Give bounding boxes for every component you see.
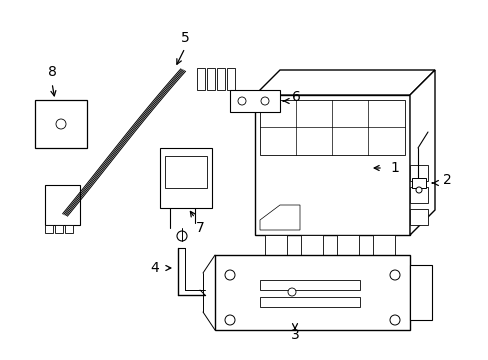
Text: 4: 4 — [150, 261, 159, 275]
Circle shape — [389, 270, 399, 280]
Bar — [35, 100, 87, 148]
Bar — [229, 90, 280, 112]
Circle shape — [224, 270, 235, 280]
Bar — [164, 156, 206, 188]
Circle shape — [261, 97, 268, 105]
Bar — [409, 187, 427, 203]
Polygon shape — [254, 70, 434, 95]
Circle shape — [389, 315, 399, 325]
Bar — [197, 68, 204, 90]
Text: 2: 2 — [442, 173, 450, 187]
Bar — [409, 165, 427, 181]
Bar — [45, 185, 80, 225]
Bar — [411, 178, 425, 188]
Bar — [409, 209, 427, 225]
Bar — [65, 225, 73, 233]
Bar — [160, 148, 212, 208]
Circle shape — [224, 315, 235, 325]
Bar — [45, 225, 53, 233]
Circle shape — [238, 97, 245, 105]
Bar — [206, 68, 215, 90]
Bar — [260, 280, 359, 290]
Text: 5: 5 — [180, 31, 189, 45]
Bar — [254, 95, 409, 235]
Bar — [260, 100, 404, 155]
Bar — [409, 265, 431, 320]
Bar — [226, 68, 235, 90]
Bar — [372, 235, 394, 263]
Circle shape — [287, 288, 295, 296]
Circle shape — [56, 119, 66, 129]
Text: 8: 8 — [47, 65, 56, 79]
Bar — [215, 255, 409, 330]
Text: 6: 6 — [291, 90, 300, 104]
Text: 7: 7 — [195, 221, 204, 235]
Circle shape — [177, 231, 186, 241]
Bar — [260, 297, 359, 307]
Bar — [336, 235, 358, 263]
Text: 1: 1 — [390, 161, 399, 175]
Circle shape — [415, 187, 421, 193]
Polygon shape — [409, 70, 434, 235]
Bar — [301, 235, 323, 263]
Bar — [217, 68, 224, 90]
Bar — [264, 235, 286, 263]
Bar — [55, 225, 63, 233]
Text: 3: 3 — [290, 328, 299, 342]
